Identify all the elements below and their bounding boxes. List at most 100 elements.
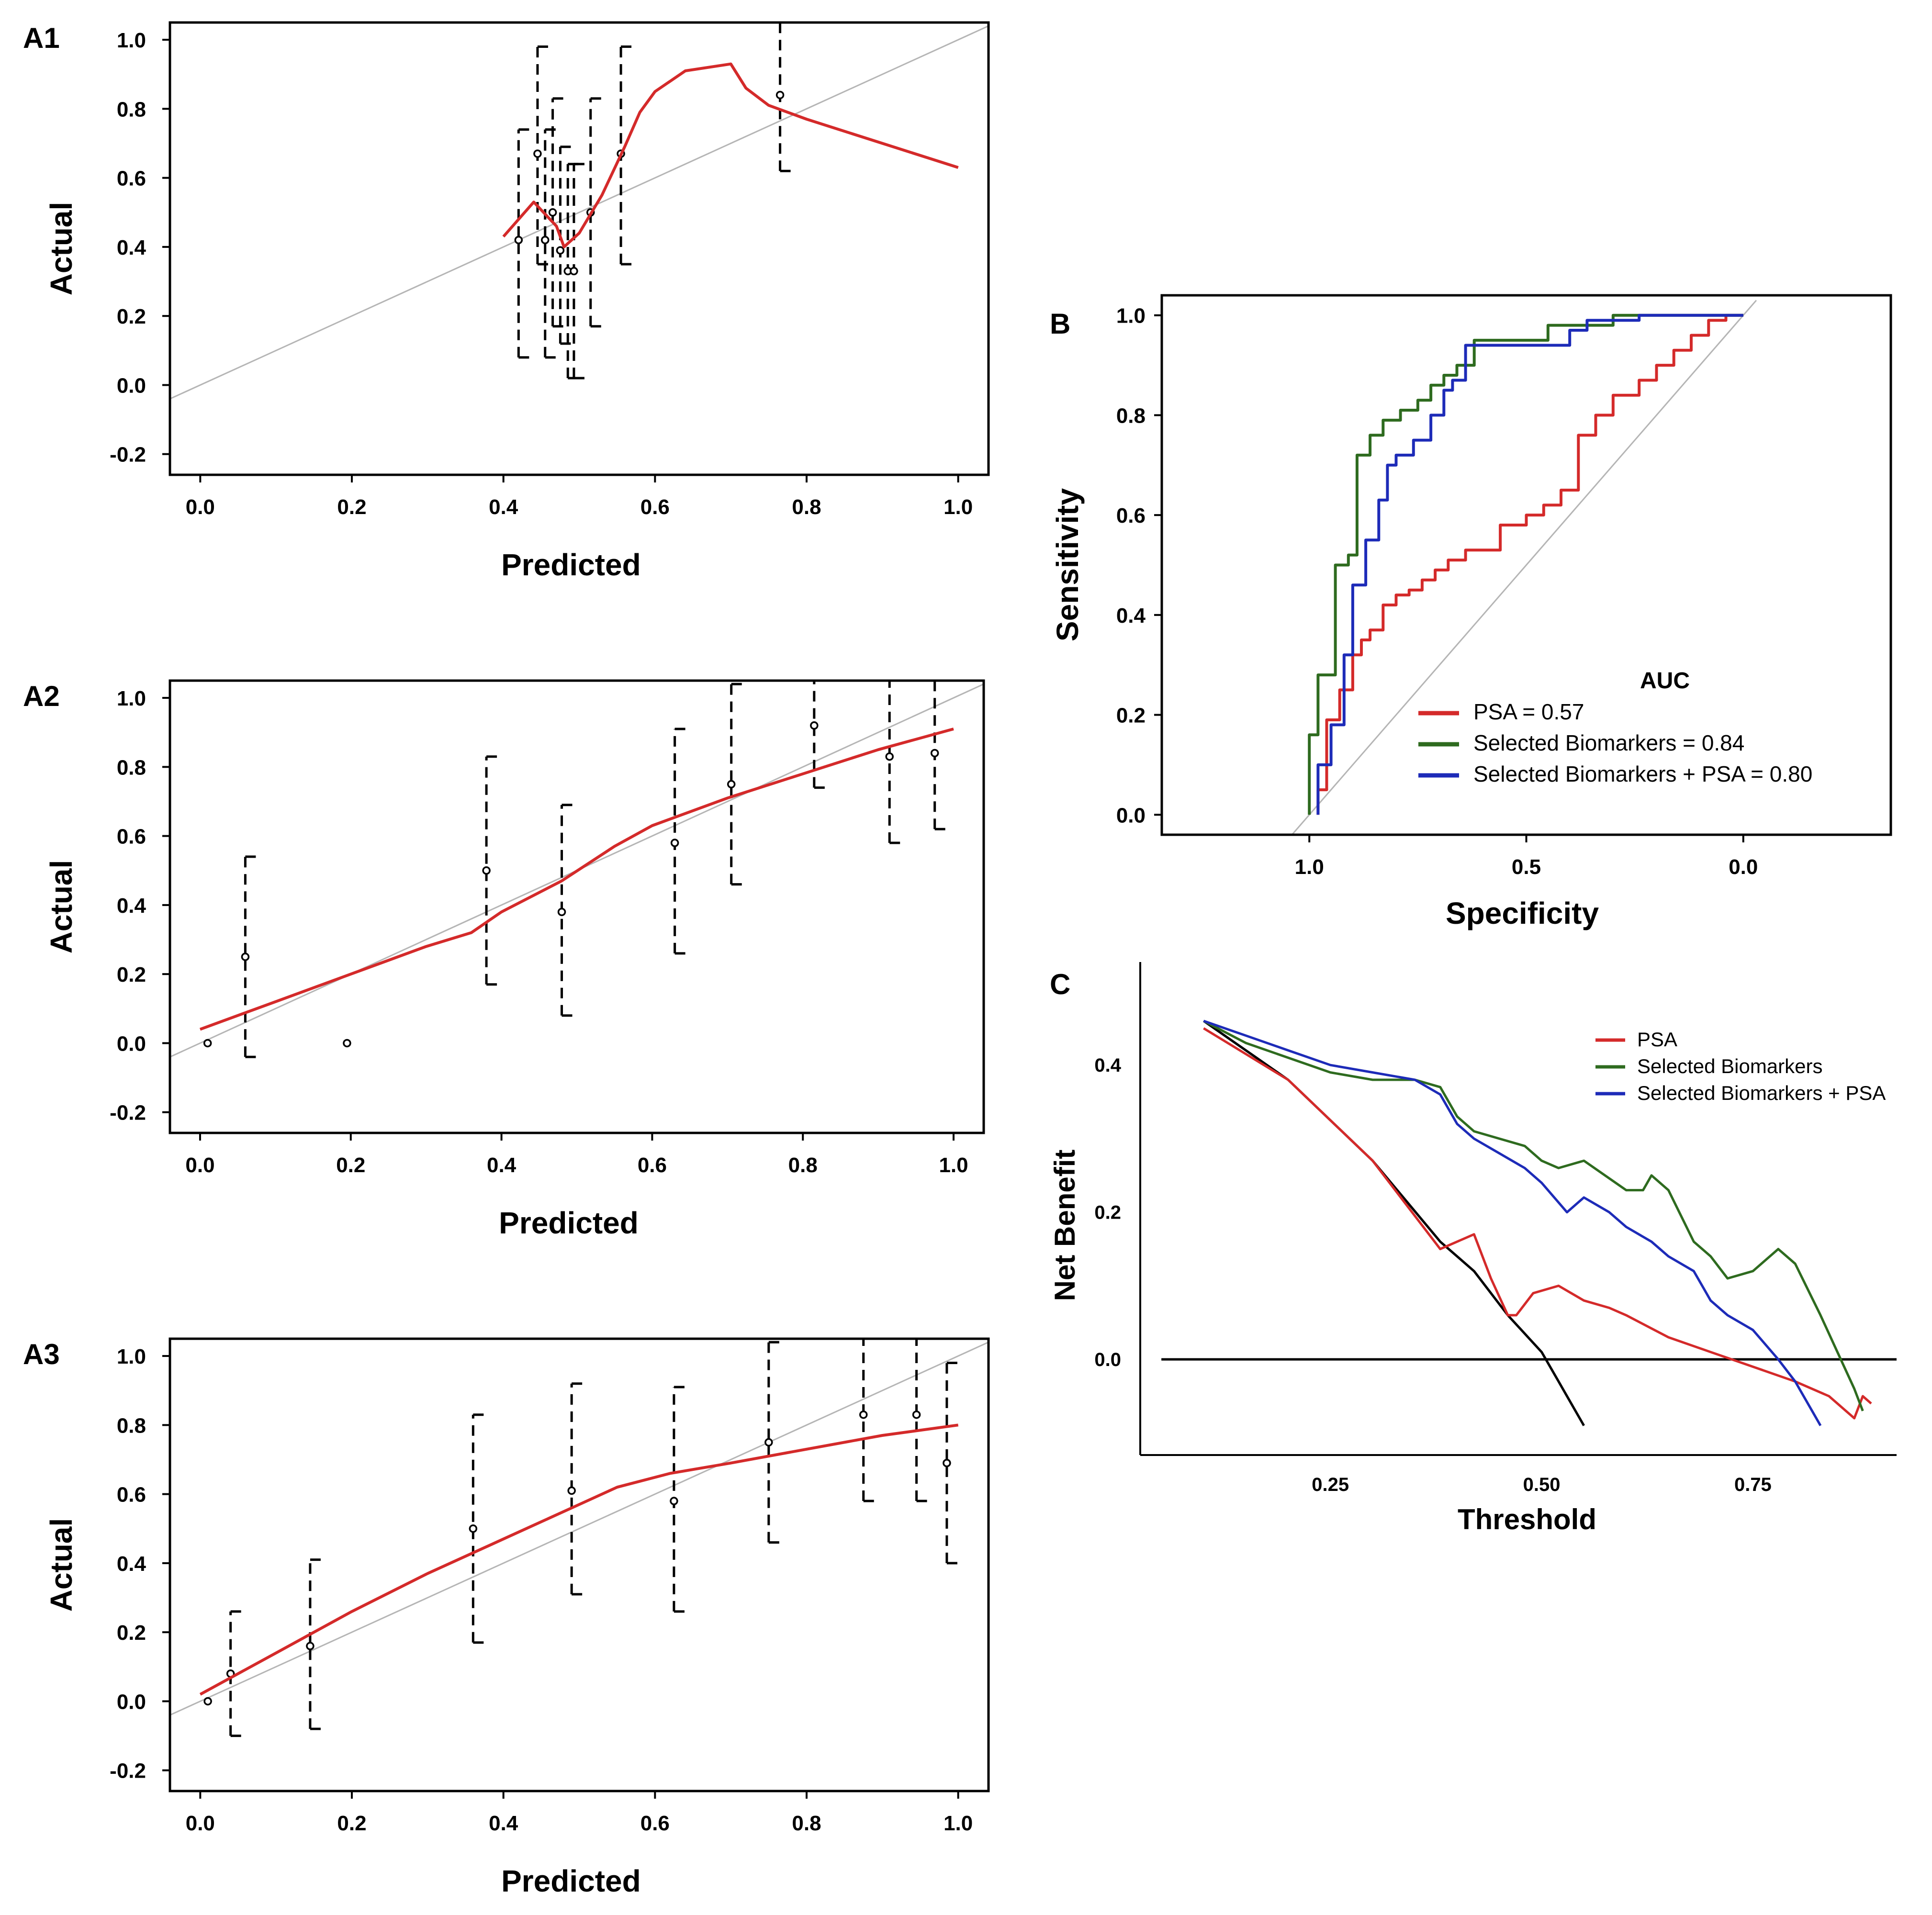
group-point xyxy=(541,235,550,245)
x-tick-label: 1.0 xyxy=(944,1812,973,1835)
x-axis-label: Predicted xyxy=(501,548,641,582)
net-benefit-selected-biomarkers-psa xyxy=(1203,1019,1822,1426)
group-point xyxy=(810,721,819,730)
y-axis-label: Actual xyxy=(44,860,79,954)
legend-entry: Selected Biomarkers = 0.84 xyxy=(1473,730,1744,755)
y-tick-label: 0.2 xyxy=(1116,704,1146,728)
legend-entry: Selected Biomarkers xyxy=(1637,1055,1823,1077)
x-tick-label: 0.6 xyxy=(640,495,670,519)
group-point xyxy=(306,1642,315,1650)
y-tick-label: 0.4 xyxy=(1116,604,1146,627)
group-point xyxy=(203,1697,212,1706)
net-benefit-treat-all xyxy=(1202,1019,1585,1426)
y-tick-label: 1.0 xyxy=(1116,304,1146,328)
y-tick-label: -0.2 xyxy=(110,443,146,467)
reference-diagonal xyxy=(1291,300,1757,835)
x-tick-label: 0.25 xyxy=(1312,1474,1349,1495)
y-tick-label: -0.2 xyxy=(110,1101,146,1125)
plot-area xyxy=(170,681,984,1058)
plot-area xyxy=(170,1339,988,1737)
plot-frame xyxy=(168,21,990,476)
x-tick-label: 0.8 xyxy=(792,1812,821,1835)
net-benefit-psa xyxy=(1203,1027,1872,1420)
panel-label: A3 xyxy=(23,1338,60,1370)
roc-curve-selected-biomarkers-psa xyxy=(1316,314,1743,815)
calibration-panel-a2: A2 0.0 0.2 0.4 0.6 0.8 1.0 -0.2 0.0 0.2 0.4 0.6 0.8 1… xyxy=(23,679,985,1240)
calibration-curve xyxy=(199,728,954,1031)
group-point xyxy=(567,1486,576,1495)
panel-label: A1 xyxy=(23,22,60,54)
x-tick-label: 0.6 xyxy=(638,1153,667,1177)
group-point xyxy=(943,1458,951,1467)
roc-legend: AUC PSA = 0.57 Selected Biomarkers = 0.84 S… xyxy=(1418,668,1812,786)
y-axis-label: Net Benefit xyxy=(1049,1150,1081,1301)
x-tick-label: 0.50 xyxy=(1523,1474,1561,1495)
y-tick-label: 0.8 xyxy=(117,756,146,779)
x-tick-label: 1.0 xyxy=(1295,855,1324,879)
roc-curve-selected-biomarkers xyxy=(1308,314,1743,815)
x-axis-label: Predicted xyxy=(501,1864,641,1898)
y-tick-label: 0.6 xyxy=(117,167,146,190)
group-point xyxy=(775,90,785,100)
group-point xyxy=(241,952,250,961)
x-tick-label: 0.0 xyxy=(1729,855,1758,879)
x-tick-label: 0.5 xyxy=(1512,855,1541,879)
plot-frame xyxy=(168,1337,990,1792)
y-tick-label: 0.2 xyxy=(1094,1202,1121,1223)
group-point xyxy=(727,780,736,789)
group-point xyxy=(556,246,565,255)
group-point xyxy=(514,235,523,245)
calibration-curve xyxy=(502,62,959,248)
calibration-panel-a1: A1 0.0 0.2 0.4 0.6 0.8 1.0 -0.2 0.0 0.2 0.4 0.6 0.8 1… xyxy=(23,21,990,582)
x-axis-label: Threshold xyxy=(1458,1503,1596,1535)
y-tick-label: 0.4 xyxy=(1094,1055,1121,1076)
group-point xyxy=(930,749,939,758)
x-tick-label: 0.2 xyxy=(337,1812,366,1835)
y-tick-label: 1.0 xyxy=(117,1345,146,1368)
group-point xyxy=(548,208,557,217)
y-tick-label: 0.0 xyxy=(117,374,146,397)
x-tick-label: 0.8 xyxy=(788,1153,818,1177)
y-tick-label: 0.4 xyxy=(117,236,146,259)
group-point xyxy=(343,1039,351,1048)
y-tick-label: 1.0 xyxy=(117,687,146,710)
x-tick-label: 0.0 xyxy=(186,1812,215,1835)
x-tick-label: 0.0 xyxy=(186,495,215,519)
y-tick-label: 0.8 xyxy=(1116,404,1146,427)
group-point xyxy=(885,752,894,761)
x-tick-label: 0.4 xyxy=(487,1153,517,1177)
legend-entry: Selected Biomarkers + PSA xyxy=(1637,1082,1886,1104)
y-tick-label: 0.0 xyxy=(1116,804,1146,827)
plot-area xyxy=(170,22,988,400)
group-point xyxy=(670,1497,678,1505)
y-tick-label: 0.0 xyxy=(117,1690,146,1713)
legend-title: AUC xyxy=(1640,668,1690,694)
x-tick-label: 0.6 xyxy=(640,1812,670,1835)
y-tick-label: 0.2 xyxy=(117,963,146,986)
x-tick-label: 0.2 xyxy=(337,495,366,519)
y-tick-label: -0.2 xyxy=(110,1759,146,1783)
x-tick-label: 0.75 xyxy=(1734,1474,1772,1495)
group-point xyxy=(859,1410,868,1419)
x-tick-label: 1.0 xyxy=(944,495,973,519)
x-tick-label: 0.4 xyxy=(489,1812,518,1835)
calibration-curve xyxy=(199,1423,959,1696)
roc-panel: B 1.0 0.5 0.0 0.0 0.2 0.4 0.6 0.8 1.0 Specificity S… xyxy=(1050,294,1892,930)
group-point xyxy=(912,1410,921,1419)
y-tick-label: 0.2 xyxy=(117,1621,146,1645)
x-tick-label: 0.0 xyxy=(185,1153,214,1177)
y-tick-label: 0.6 xyxy=(117,1483,146,1507)
group-point xyxy=(482,866,491,875)
decision-legend: PSA Selected Biomarkers Selected Biomarker… xyxy=(1595,1028,1886,1104)
y-tick-label: 0.4 xyxy=(117,1552,146,1576)
group-point xyxy=(570,267,578,276)
x-tick-label: 0.4 xyxy=(489,495,518,519)
decision-curve-panel: C 0.25 0.50 0.75 0.0 0.2 0.4 Threshold Net Benef… xyxy=(1049,962,1897,1535)
group-point xyxy=(557,907,566,917)
y-axis-label: Actual xyxy=(44,1518,79,1612)
panel-label: A2 xyxy=(23,680,60,712)
y-tick-label: 0.4 xyxy=(117,894,146,918)
legend-entry: Selected Biomarkers + PSA = 0.80 xyxy=(1473,762,1812,786)
reference-diagonal xyxy=(170,1341,988,1716)
